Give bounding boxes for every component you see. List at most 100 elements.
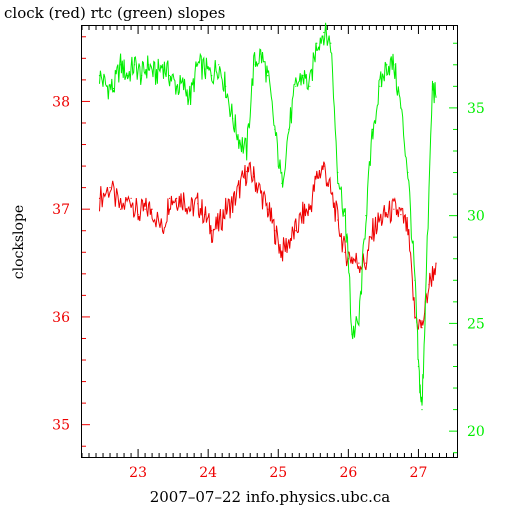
data-point-rtc: [169, 75, 171, 77]
data-point-clock: [197, 203, 199, 205]
data-point-clock: [260, 192, 262, 194]
data-point-rtc: [134, 64, 136, 66]
x-tick-label: 26: [339, 465, 357, 481]
data-point-rtc: [309, 85, 311, 87]
data-point-rtc: [316, 42, 318, 44]
y-right-tick-label: 35: [467, 101, 485, 117]
data-point-clock: [281, 251, 283, 253]
data-point-rtc: [414, 279, 416, 281]
data-point-rtc: [176, 85, 178, 87]
plot-frame: [81, 25, 458, 458]
data-point-rtc: [105, 85, 108, 87]
data-point-rtc: [351, 333, 353, 335]
data-point-rtc: [431, 85, 434, 87]
chart-title: clock (red) rtc (green) slopes: [4, 4, 225, 22]
data-point-rtc: [253, 64, 255, 66]
data-point-rtc: [358, 322, 360, 324]
data-point-clock: [98, 197, 101, 199]
data-point-clock: [421, 327, 423, 329]
y-right-tick-label: 30: [467, 209, 485, 225]
data-point-clock: [151, 208, 153, 210]
data-point-clock: [169, 197, 171, 199]
data-point-rtc: [424, 301, 427, 303]
data-point-rtc: [372, 128, 374, 130]
data-point-clock: [316, 176, 318, 178]
data-point-clock: [137, 214, 139, 216]
data-point-clock: [400, 214, 402, 216]
data-point-clock: [407, 230, 409, 232]
y-left-tick-label: 37: [52, 202, 70, 218]
x-tick-label: 23: [129, 465, 147, 481]
data-point-rtc: [281, 182, 283, 184]
data-point-clock: [295, 230, 297, 232]
data-point-clock: [372, 230, 374, 232]
data-point-rtc: [246, 150, 248, 152]
y-left-tick-label: 38: [52, 94, 70, 110]
data-point-rtc: [330, 42, 332, 44]
data-point-rtc: [98, 75, 101, 77]
data-point-clock: [414, 316, 416, 318]
data-point-clock: [274, 230, 276, 232]
data-point-clock: [109, 187, 111, 189]
data-point-clock: [379, 219, 381, 221]
data-point-clock: [225, 208, 227, 210]
data-point-rtc: [386, 64, 388, 66]
data-point-rtc: [365, 215, 367, 217]
data-point-rtc: [435, 96, 437, 98]
y-axis-label: clockslope: [11, 205, 27, 279]
data-point-clock: [246, 170, 248, 173]
data-point-rtc: [120, 64, 122, 66]
data-point-rtc: [417, 365, 419, 368]
data-point-rtc: [211, 75, 213, 77]
x-tick-label: 25: [269, 465, 287, 481]
data-point-rtc: [288, 128, 290, 130]
data-point-rtc: [267, 75, 269, 77]
data-point-clock: [435, 262, 437, 264]
data-point-rtc: [183, 85, 185, 87]
data-point-rtc: [239, 139, 241, 141]
data-point-rtc: [197, 64, 199, 66]
x-tick-label: 27: [410, 465, 428, 481]
data-point-rtc: [260, 53, 262, 55]
data-point-rtc: [204, 68, 206, 70]
data-point-clock: [162, 230, 164, 232]
data-point-rtc: [400, 107, 402, 109]
data-point-clock: [428, 284, 430, 286]
series-line-rtc: [99, 22, 437, 406]
data-point-rtc: [141, 75, 143, 77]
data-point-clock: [351, 257, 353, 259]
data-point-clock: [309, 208, 311, 210]
data-point-rtc: [347, 258, 349, 260]
y-left-tick-label: 35: [52, 418, 70, 434]
data-point-rtc: [190, 96, 192, 98]
data-point-rtc: [407, 171, 409, 174]
data-point-rtc: [155, 75, 157, 77]
x-tick-label: 24: [199, 465, 217, 481]
data-point-rtc: [421, 409, 423, 411]
data-point-clock: [358, 262, 360, 264]
data-point-rtc: [162, 64, 164, 66]
data-point-clock: [253, 176, 255, 178]
data-point-clock: [267, 208, 269, 210]
data-point-clock: [239, 187, 241, 189]
data-point-clock: [337, 219, 339, 221]
data-point-rtc: [302, 75, 304, 77]
data-point-rtc: [379, 85, 381, 87]
data-point-clock: [204, 214, 206, 216]
data-point-clock: [144, 208, 146, 210]
data-point-clock: [176, 197, 178, 199]
data-point-clock: [386, 214, 388, 216]
data-point-clock: [323, 165, 325, 167]
data-point-clock: [120, 208, 122, 210]
data-point-rtc: [148, 64, 150, 66]
data-point-rtc: [344, 215, 346, 217]
data-point-clock: [288, 240, 290, 243]
data-point-clock: [302, 214, 304, 216]
data-point-rtc: [323, 31, 325, 34]
data-point-rtc: [218, 64, 220, 66]
y-right-tick-label: 25: [467, 316, 485, 332]
data-point-clock: [218, 224, 220, 226]
data-point-clock: [365, 262, 367, 264]
ticks: 23 24 25 26 27 35 36 37 38 20 25 30 35: [52, 26, 485, 481]
